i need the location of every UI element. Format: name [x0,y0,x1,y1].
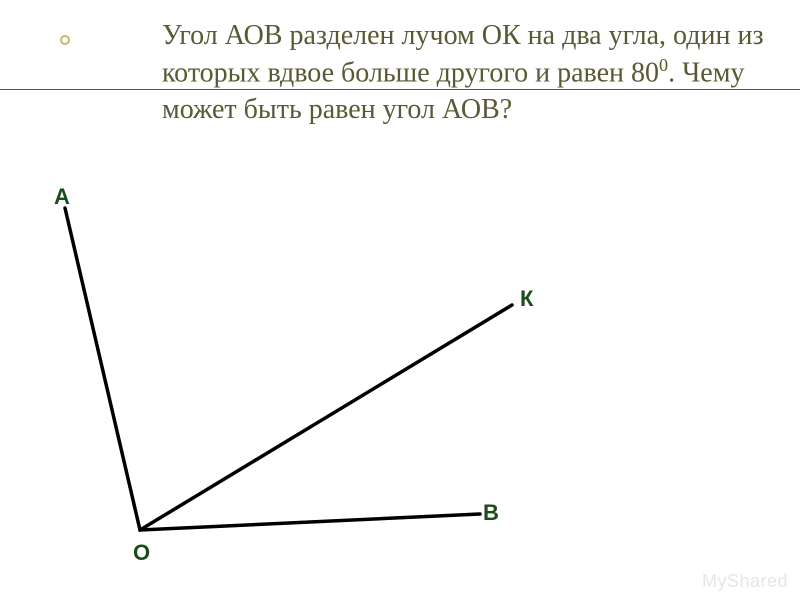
label-K: К [520,286,533,312]
ray-OB [140,514,480,530]
label-A: А [54,184,70,210]
slide-bullet [60,35,70,45]
problem-statement: Угол АОВ разделен лучом ОК на два угла, … [162,18,782,129]
ray-OK [140,305,512,530]
label-O: О [133,540,150,566]
diagram-svg [40,170,580,570]
degree-superscript: 0 [659,55,668,75]
watermark: MyShared [702,571,788,592]
ray-OA [65,208,140,530]
angle-diagram: А К В О [40,170,580,570]
label-B: В [483,500,499,526]
